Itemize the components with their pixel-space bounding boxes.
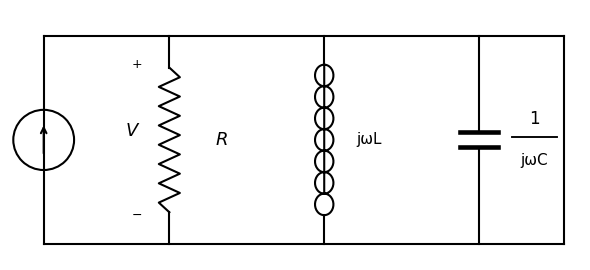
Text: +: + bbox=[132, 58, 143, 71]
Text: V: V bbox=[125, 122, 137, 140]
Text: 1: 1 bbox=[529, 110, 540, 127]
Text: R: R bbox=[216, 131, 228, 149]
Text: −: − bbox=[132, 209, 142, 222]
Text: jωL: jωL bbox=[356, 132, 382, 147]
Text: jωC: jωC bbox=[521, 153, 549, 168]
